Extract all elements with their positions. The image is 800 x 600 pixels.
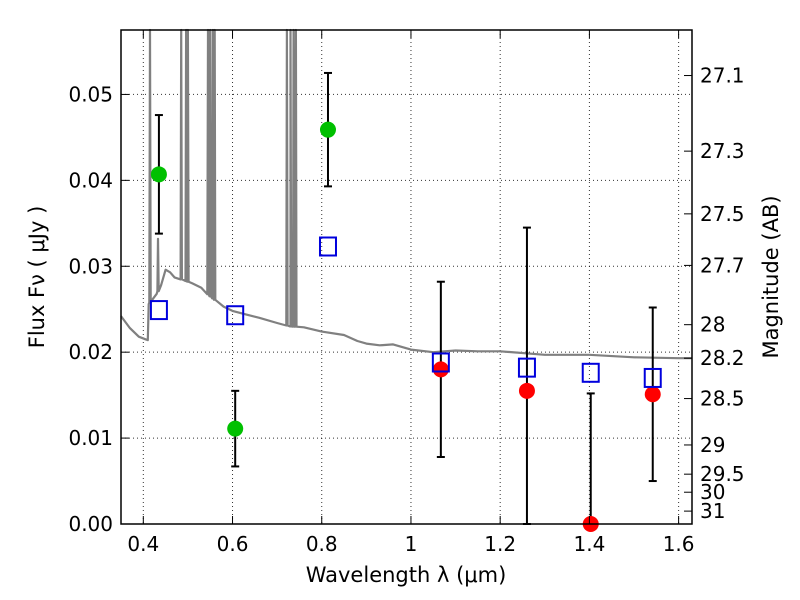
y-tick-label: 0.03 xyxy=(68,254,113,278)
x-tick-label: 1.4 xyxy=(573,532,605,556)
model-point-square xyxy=(149,300,168,321)
model-point-square xyxy=(226,305,245,326)
spectrum-line xyxy=(120,28,692,360)
x-axis-label: Wavelength λ (μm) xyxy=(306,563,507,587)
data-point-circle xyxy=(319,121,336,138)
model-point-square xyxy=(318,236,337,257)
x-tick-label: 1.2 xyxy=(484,532,516,556)
right-tick-label: 30 xyxy=(700,480,725,504)
data-point-circle xyxy=(518,382,535,399)
y-tick-label: 0.00 xyxy=(68,512,113,536)
y-tick-label: 0.05 xyxy=(68,82,113,106)
error-bars xyxy=(154,71,657,525)
y-tick-label: 0.01 xyxy=(68,426,113,450)
x-tick-label: 0.4 xyxy=(127,532,159,556)
model-point-square xyxy=(581,362,600,383)
y-axis-label: Flux Fν ( μJy ) xyxy=(25,206,49,349)
right-tick-label: 27.3 xyxy=(700,139,745,163)
data-point-circle xyxy=(150,166,167,183)
right-tick-label: 27.7 xyxy=(700,253,745,277)
right-tick-label: 27.5 xyxy=(700,202,745,226)
right-tick-label: 28 xyxy=(700,313,725,337)
plot-frame xyxy=(120,29,693,525)
model-spectrum xyxy=(120,28,692,360)
right-tick-label: 29 xyxy=(700,433,725,457)
right-tick-label: 31 xyxy=(700,499,725,523)
model-point-square xyxy=(517,357,536,378)
model-point-square xyxy=(643,367,662,388)
right-axis-label: Magnitude (AB) xyxy=(759,195,783,358)
y-tick-label: 0.04 xyxy=(68,168,113,192)
data-point-circle xyxy=(644,386,661,403)
x-tick-label: 0.8 xyxy=(306,532,338,556)
right-tick-label: 28.2 xyxy=(700,346,745,370)
right-tick-label: 28.5 xyxy=(700,387,745,411)
y-tick-label: 0.02 xyxy=(68,340,113,364)
data-point-circle xyxy=(432,361,449,378)
data-point-circle xyxy=(227,420,244,437)
data-markers xyxy=(149,121,662,532)
x-axis-ticks: 0.4 0.6 0.8 1 1.2 1.4 1.6 xyxy=(127,30,695,556)
right-tick-label: 27.1 xyxy=(700,64,745,88)
x-tick-label: 1 xyxy=(405,532,418,556)
x-tick-label: 1.6 xyxy=(663,532,695,556)
model-point-square xyxy=(431,352,450,373)
x-tick-label: 0.6 xyxy=(217,532,249,556)
right-tick-label: 29.5 xyxy=(700,462,745,486)
y-axis-ticks: 0.00 0.01 0.02 0.03 0.04 0.05 xyxy=(68,82,129,536)
